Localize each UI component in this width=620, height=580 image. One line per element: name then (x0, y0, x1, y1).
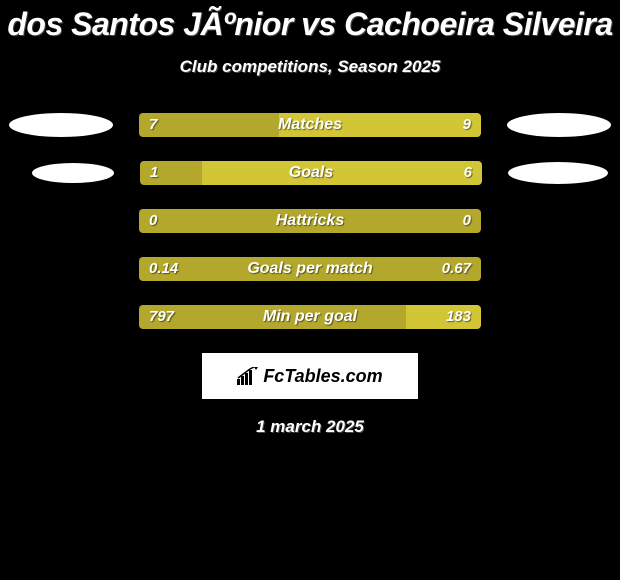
stat-label: Min per goal (139, 305, 481, 329)
player-right-ellipse (508, 162, 608, 184)
stat-label: Matches (139, 113, 481, 137)
comparison-subtitle: Club competitions, Season 2025 (0, 57, 620, 77)
stat-row: 16Goals (0, 161, 620, 185)
player-left-ellipse (9, 113, 113, 137)
comparison-title: dos Santos JÃºnior vs Cachoeira Silveira (0, 0, 620, 43)
brand-text: FcTables.com (263, 366, 382, 387)
stat-label: Goals per match (139, 257, 481, 281)
stat-bar: 16Goals (140, 161, 482, 185)
stat-bar: 0.140.67Goals per match (139, 257, 481, 281)
player-right-ellipse (507, 209, 611, 233)
stats-rows: 79Matches 16Goals 00Hattricks 0.140.67Goals… (0, 113, 620, 329)
date-text: 1 march 2025 (0, 417, 620, 437)
player-left-ellipse (32, 163, 114, 183)
brand-box: FcTables.com (202, 353, 418, 399)
stat-bar: 00Hattricks (139, 209, 481, 233)
player-right-ellipse (507, 305, 611, 329)
stat-row: 0.140.67Goals per match (0, 257, 620, 281)
player-left-ellipse (9, 257, 113, 281)
stat-row: 00Hattricks (0, 209, 620, 233)
player-left-ellipse (9, 305, 113, 329)
stat-bar: 797183Min per goal (139, 305, 481, 329)
player-left-ellipse (9, 209, 113, 233)
stat-label: Hattricks (139, 209, 481, 233)
player-right-ellipse (507, 113, 611, 137)
player-right-ellipse (507, 257, 611, 281)
stat-row: 797183Min per goal (0, 305, 620, 329)
chart-icon (237, 367, 259, 385)
stat-bar: 79Matches (139, 113, 481, 137)
stat-label: Goals (140, 161, 482, 185)
stat-row: 79Matches (0, 113, 620, 137)
